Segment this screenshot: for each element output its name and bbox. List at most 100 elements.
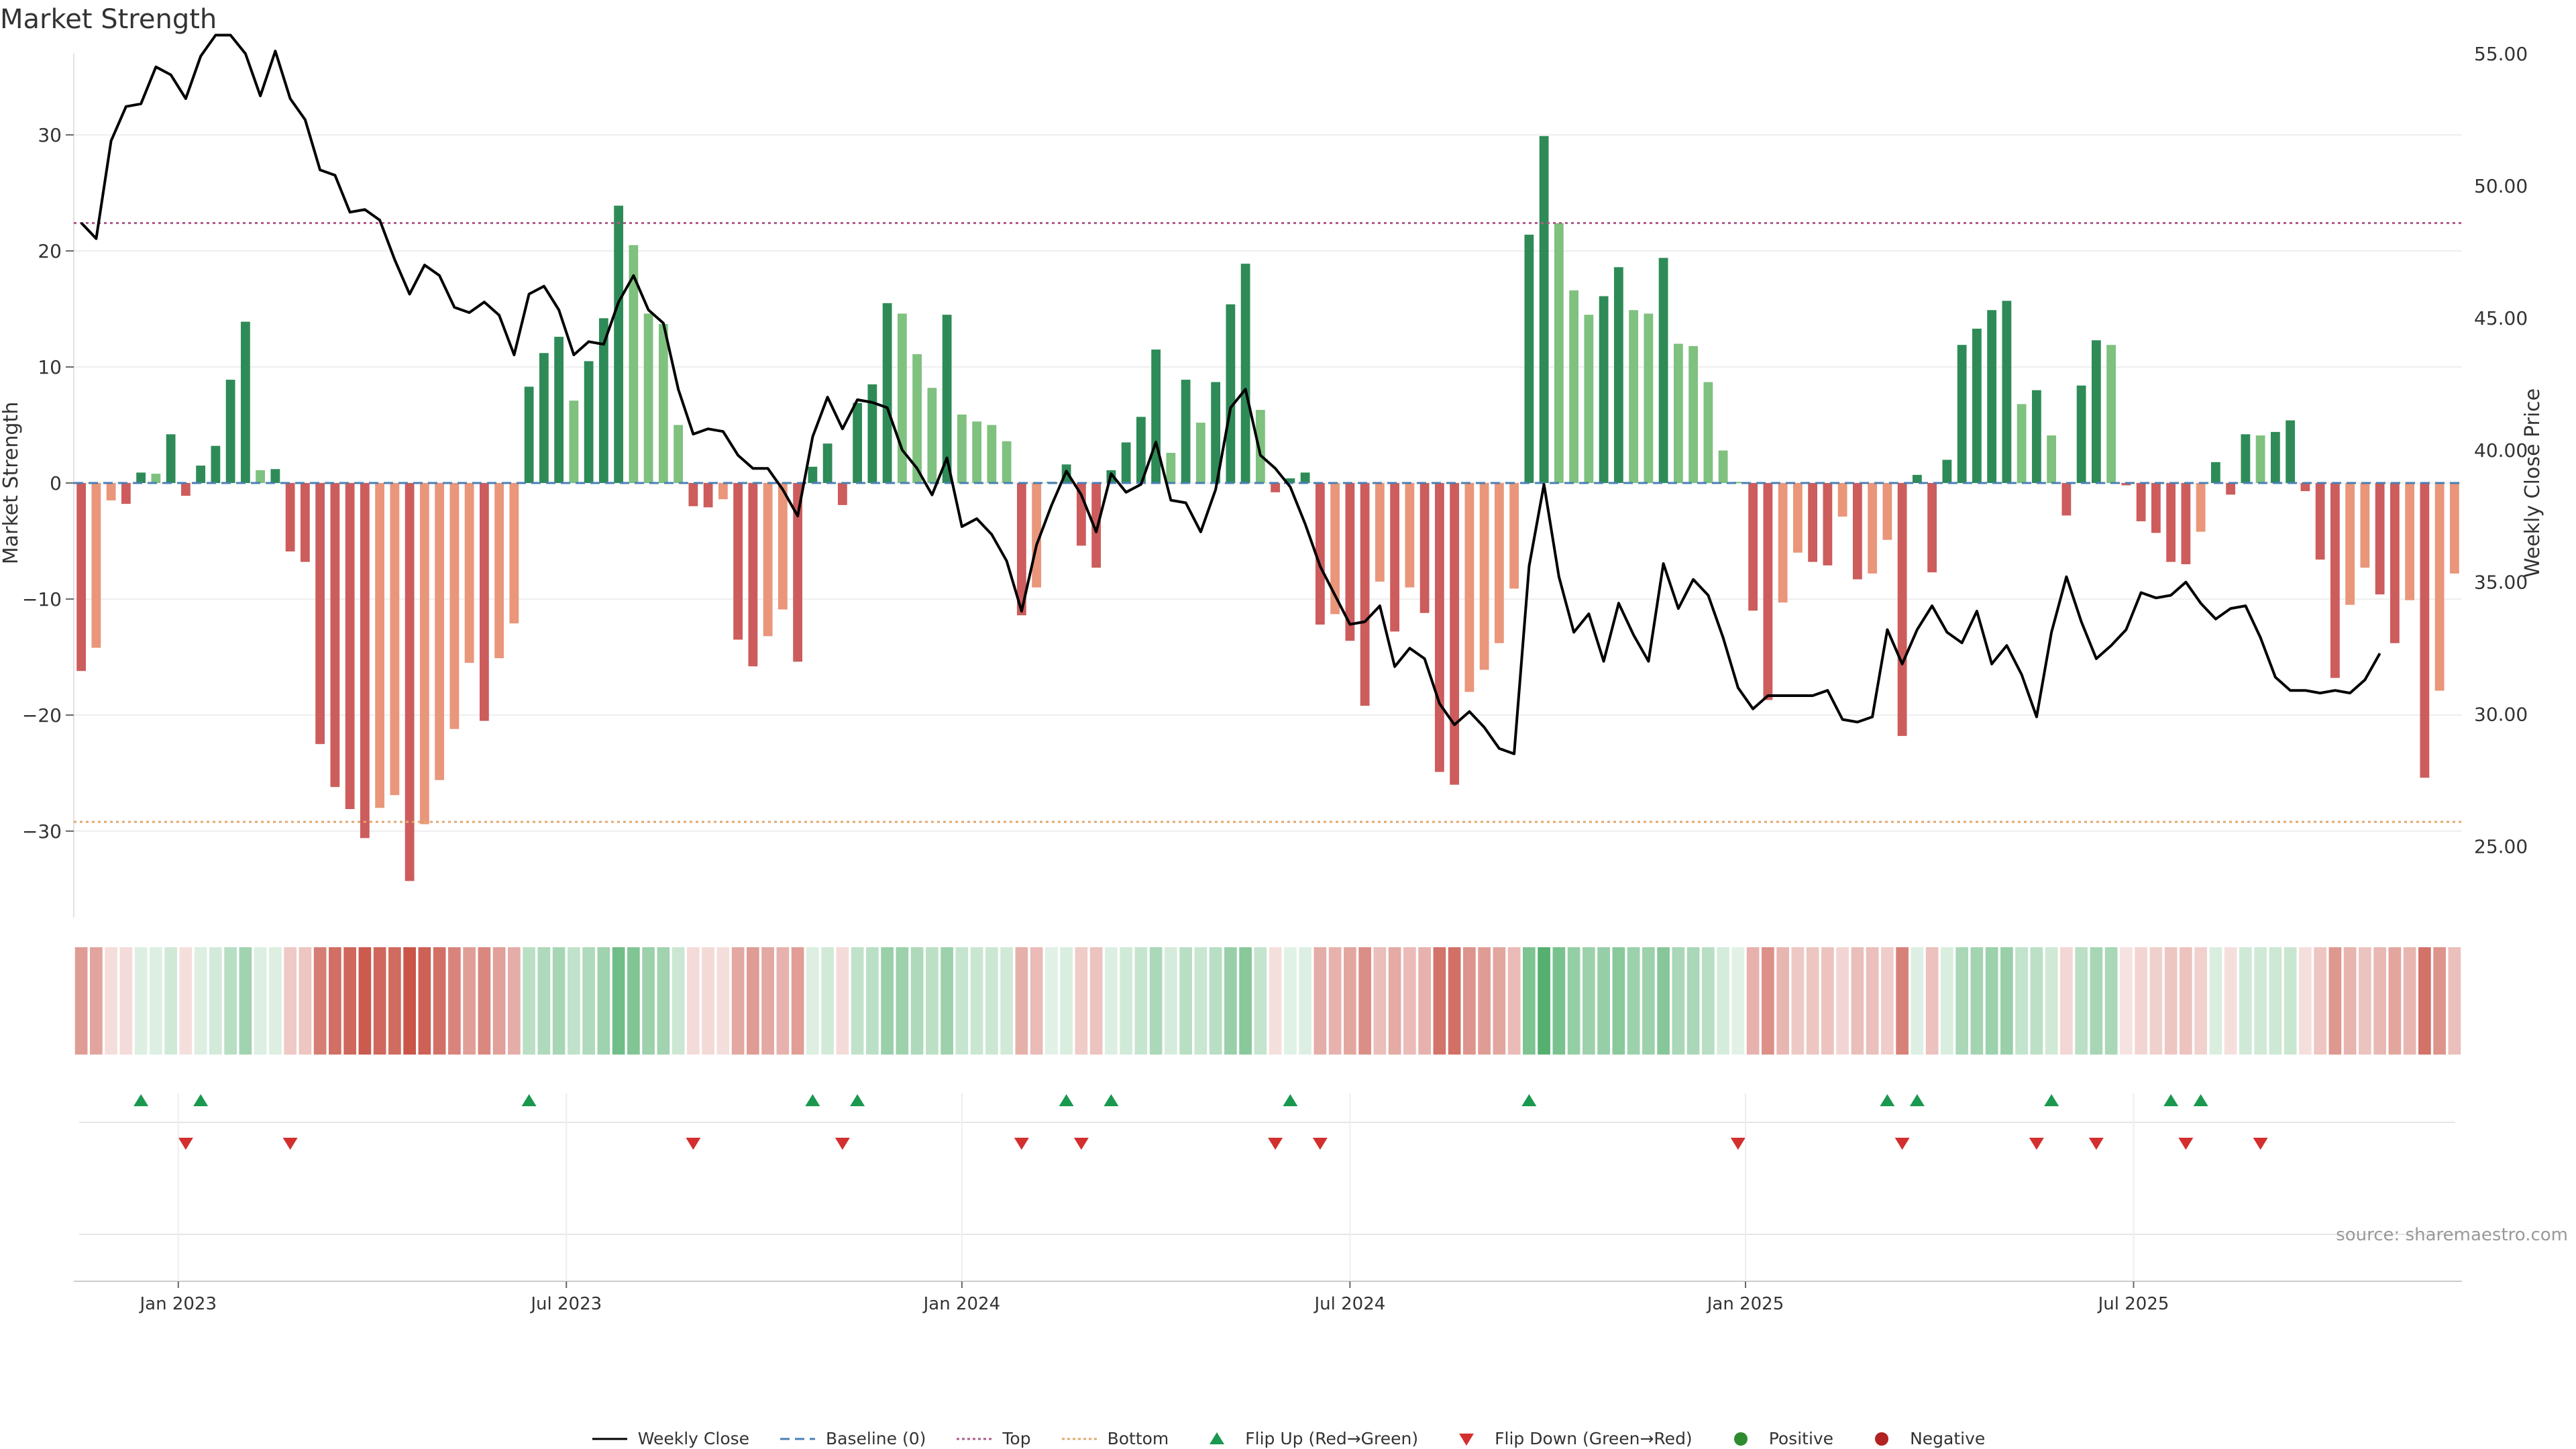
- heat-cell: [1388, 947, 1401, 1055]
- heat-cell: [1941, 947, 1953, 1055]
- legend-top[interactable]: Top: [955, 1429, 1031, 1448]
- strength-bar: [300, 483, 310, 562]
- strength-bar: [1808, 483, 1818, 562]
- flip-up-marker: [1283, 1094, 1298, 1106]
- heat-cell: [2015, 947, 2028, 1055]
- legend-weekly-close[interactable]: Weekly Close: [591, 1429, 749, 1448]
- strength-bar: [1539, 136, 1549, 484]
- strength-bar: [688, 483, 698, 506]
- heat-cell: [2149, 947, 2163, 1055]
- flip-up-marker: [2163, 1094, 2179, 1106]
- strength-bar: [2270, 431, 2280, 483]
- legend-negative[interactable]: Negative: [1863, 1429, 1985, 1448]
- strength-bar: [240, 321, 250, 483]
- heat-cell: [1881, 947, 1894, 1055]
- strength-bar: [1897, 483, 1907, 737]
- strength-bar: [703, 483, 713, 508]
- strength-bar: [658, 324, 668, 483]
- strength-bar: [1658, 258, 1668, 483]
- strength-bar: [1226, 304, 1236, 483]
- heat-cell: [1851, 947, 1864, 1055]
- flip-down-marker: [1268, 1138, 1283, 1150]
- strength-bar: [136, 472, 146, 483]
- strength-bar: [2390, 483, 2400, 643]
- strength-bar: [867, 384, 877, 483]
- legend-weekly-close-label: Weekly Close: [637, 1429, 750, 1448]
- strength-bar: [2226, 483, 2236, 495]
- y-left-tick-label: −10: [22, 588, 62, 610]
- strength-bar: [2300, 483, 2310, 492]
- strength-bar: [598, 318, 608, 483]
- heat-cell: [612, 947, 625, 1055]
- heat-cell: [1657, 947, 1670, 1055]
- heat-cell: [224, 947, 237, 1055]
- heat-cell: [1955, 947, 1968, 1055]
- legend-bottom-label: Bottom: [1107, 1429, 1169, 1448]
- heat-cell: [2343, 947, 2357, 1055]
- y-right-tick-label: 30.00: [2474, 704, 2528, 726]
- heat-cell: [313, 947, 327, 1055]
- x-tick-label: Jan 2025: [1706, 1294, 1784, 1314]
- heat-cell: [1269, 947, 1282, 1055]
- strength-bar: [1434, 483, 1444, 772]
- flip-markers: [79, 1094, 2455, 1235]
- heat-cell: [2135, 947, 2147, 1055]
- heat-cell: [299, 947, 312, 1055]
- heat-cell: [1015, 947, 1028, 1055]
- y-right-tick-label: 25.00: [2474, 836, 2528, 858]
- x-axis: Jan 2023 Jul 2023 Jan 2024 Jul 2024 Jan 2025…: [74, 1093, 2462, 1314]
- strength-bar: [1748, 483, 1758, 611]
- heat-cell: [1493, 947, 1506, 1055]
- flip-up-marker: [2193, 1094, 2208, 1106]
- flip-up-marker: [2044, 1094, 2059, 1106]
- heat-cell: [1344, 947, 1356, 1055]
- heat-cell: [1418, 947, 1431, 1055]
- strength-bar: [2420, 483, 2430, 778]
- heat-cell: [1985, 947, 1998, 1055]
- strength-bar: [2255, 435, 2265, 483]
- heat-cell: [492, 947, 506, 1055]
- strength-bar: [763, 483, 773, 637]
- strength-bar: [2241, 434, 2251, 483]
- strength-bar: [2286, 420, 2296, 483]
- y-left-tick-label: −20: [22, 704, 62, 727]
- heat-cell: [657, 947, 670, 1055]
- heat-cell: [134, 947, 148, 1055]
- flip-down-marker: [1014, 1138, 1029, 1150]
- strength-bar: [927, 388, 937, 483]
- heat-cell: [2328, 947, 2342, 1055]
- strength-bar: [1121, 442, 1131, 483]
- heat-cell: [1194, 947, 1208, 1055]
- strength-bar: [2360, 483, 2370, 568]
- heat-cell: [2164, 947, 2178, 1055]
- heat-cell: [866, 947, 879, 1055]
- strength-bar: [345, 483, 355, 810]
- heat-cell: [1896, 947, 1909, 1055]
- heat-cell: [941, 947, 953, 1055]
- legend-baseline[interactable]: Baseline (0): [779, 1429, 926, 1448]
- heat-cell: [90, 947, 103, 1055]
- y-right-tick-label: 35.00: [2474, 572, 2528, 594]
- strength-bar: [1405, 483, 1415, 588]
- heat-cell: [642, 947, 655, 1055]
- heat-cell: [1552, 947, 1566, 1055]
- flip-down-marker: [2178, 1138, 2194, 1150]
- heat-cell: [269, 947, 282, 1055]
- legend-flip-up[interactable]: Flip Up (Red→Green): [1198, 1429, 1418, 1448]
- heat-cell: [1776, 947, 1789, 1055]
- legend-flip-down[interactable]: Flip Down (Green→Red): [1448, 1429, 1693, 1448]
- heat-cell: [597, 947, 610, 1055]
- strength-bar: [777, 483, 788, 610]
- heat-cell: [2359, 947, 2371, 1055]
- legend-bottom[interactable]: Bottom: [1061, 1429, 1169, 1448]
- heat-cell: [761, 947, 774, 1055]
- heat-cell: [433, 947, 446, 1055]
- heat-cell: [1806, 947, 1819, 1055]
- heat-cell: [1672, 947, 1685, 1055]
- strength-bar: [793, 483, 803, 662]
- strength-bar: [76, 483, 87, 672]
- heat-cell: [343, 947, 356, 1055]
- strength-bar: [972, 421, 982, 483]
- heat-cell: [1702, 947, 1715, 1055]
- legend-positive[interactable]: Positive: [1722, 1429, 1833, 1448]
